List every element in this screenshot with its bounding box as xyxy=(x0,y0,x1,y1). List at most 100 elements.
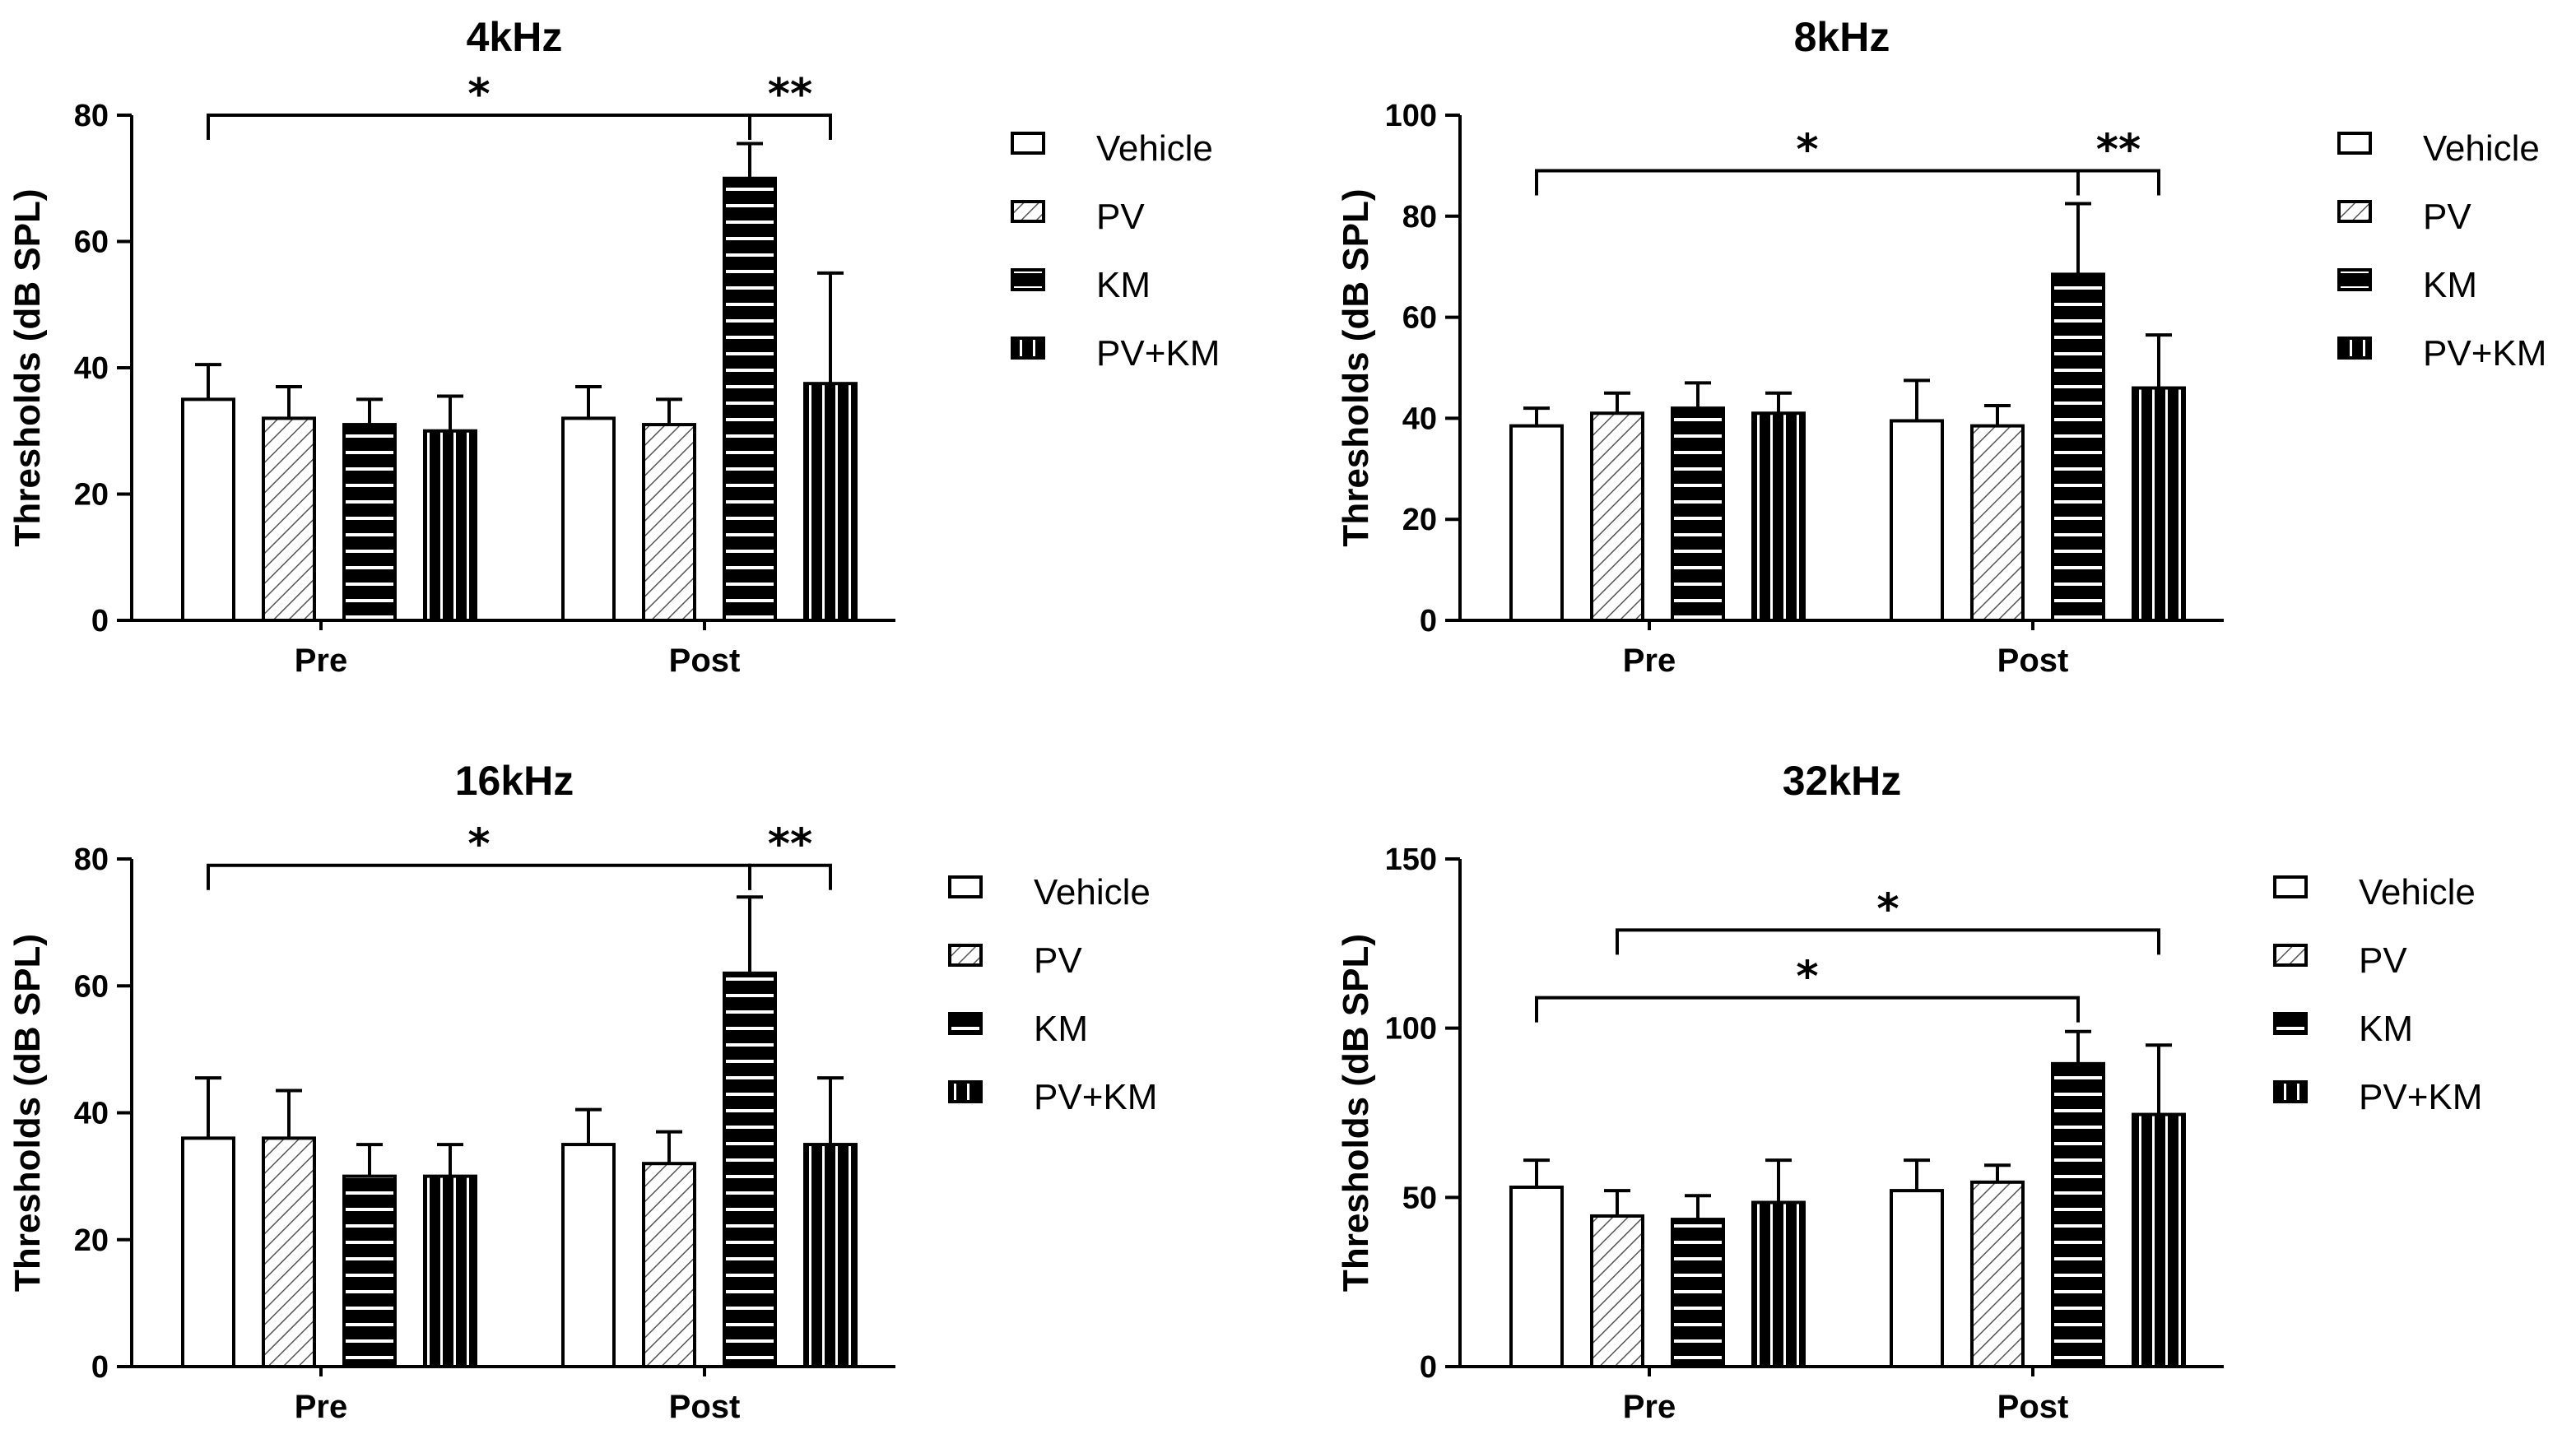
y-tick-label: 0 xyxy=(1420,604,1437,638)
bar-vehicle-post xyxy=(561,416,616,622)
bar-km-pre xyxy=(342,423,397,623)
legend-label-pv: PV xyxy=(2359,940,2407,981)
bar-km-pre xyxy=(1671,406,1725,622)
significance-label: * xyxy=(1796,126,1818,175)
legend-swatch xyxy=(2273,944,2308,967)
y-axis-label: Thresholds (dB SPL) xyxy=(1336,188,1376,546)
legend-swatch xyxy=(948,1012,983,1035)
legend-label-pv-km: PV+KM xyxy=(2423,333,2546,374)
bar-km-post xyxy=(2051,272,2105,622)
bar-pv-post xyxy=(1970,424,2025,622)
y-tick-label: 0 xyxy=(91,1350,109,1385)
x-tick-label-pre: Pre xyxy=(295,643,348,679)
legend-label-vehicle: Vehicle xyxy=(1034,872,1151,912)
legend-swatch xyxy=(1011,268,1045,291)
chart-panel-16khz: 16kHz Thresholds (dB SPL) 0 20 40 60 80 Pre Post… xyxy=(7,758,1157,1425)
y-tick-label: 20 xyxy=(74,478,109,513)
bar-pv-km-pre xyxy=(423,429,477,622)
y-tick-label: 0 xyxy=(91,604,109,638)
y-tick-label: 20 xyxy=(1402,503,1437,537)
legend-swatch xyxy=(2337,337,2372,360)
legend-swatch xyxy=(1011,337,1045,360)
bar-pv-km-pre xyxy=(423,1174,477,1368)
legend-label-pv-km: PV+KM xyxy=(2359,1077,2482,1117)
legend-swatch xyxy=(2337,132,2372,155)
legend-swatch xyxy=(2273,875,2308,898)
significance-bracket xyxy=(1616,928,2160,955)
y-tick-label: 80 xyxy=(1402,200,1437,234)
significance-label: * xyxy=(467,820,490,870)
significance-bracket xyxy=(1535,996,2080,1023)
chart-panel-32khz: 32kHz Thresholds (dB SPL) 0 50 100 150 Pre Post… xyxy=(1336,758,2482,1425)
significance-label: ** xyxy=(768,70,812,119)
legend-label-pv: PV xyxy=(2423,197,2471,237)
y-tick-label: 20 xyxy=(74,1223,109,1258)
significance-label: * xyxy=(1796,953,1818,1002)
bar-pv-post xyxy=(1970,1180,2025,1369)
y-tick-label: 60 xyxy=(74,225,109,260)
chart-title: 8kHz xyxy=(1794,14,1890,60)
y-tick-label: 80 xyxy=(74,99,109,133)
y-tick-label: 40 xyxy=(74,351,109,386)
legend-label-pv-km: PV+KM xyxy=(1034,1077,1157,1117)
legend-swatch xyxy=(948,944,983,967)
legend-label-pv: PV xyxy=(1096,197,1145,237)
bar-pv-km-pre xyxy=(1751,411,1806,623)
legend-swatch xyxy=(1011,132,1045,155)
chart-title: 4kHz xyxy=(467,14,563,60)
legend-swatch xyxy=(948,875,983,898)
bar-km-pre xyxy=(1671,1218,1725,1368)
significance-label: * xyxy=(1876,884,1899,934)
legend-label-vehicle: Vehicle xyxy=(2423,128,2540,169)
bar-pv-km-post xyxy=(2132,386,2186,622)
y-axis-label: Thresholds (dB SPL) xyxy=(1336,934,1376,1292)
significance-bracket xyxy=(748,863,832,890)
bar-pv-km-post xyxy=(803,382,858,622)
legend-label-pv: PV xyxy=(1034,940,1082,981)
bar-km-post xyxy=(723,971,777,1368)
x-tick-label-pre: Pre xyxy=(1623,1389,1676,1425)
y-tick-label: 40 xyxy=(1402,402,1437,436)
legend-label-km: KM xyxy=(2423,265,2477,305)
chart-panel-8khz: 8kHz Thresholds (dB SPL) 0 20 40 60 80 100 Pre Po… xyxy=(1336,14,2546,679)
y-tick-label: 80 xyxy=(74,843,109,877)
x-tick-label-post: Post xyxy=(669,1389,741,1425)
bar-vehicle-post xyxy=(561,1143,616,1368)
x-tick-label-pre: Pre xyxy=(295,1389,348,1425)
legend-swatch xyxy=(2337,200,2372,223)
bar-pv-pre xyxy=(1590,1214,1644,1368)
y-tick-label: 0 xyxy=(1420,1350,1437,1385)
legend-label-pv-km: PV+KM xyxy=(1096,333,1220,374)
legend-swatch xyxy=(2337,268,2372,291)
bar-vehicle-pre xyxy=(1509,424,1564,622)
bar-pv-pre xyxy=(262,416,316,622)
bar-pv-post xyxy=(642,423,696,623)
chart-title: 16kHz xyxy=(455,758,574,804)
y-tick-label: 100 xyxy=(1385,99,1437,133)
legend-label-vehicle: Vehicle xyxy=(2359,872,2476,912)
y-tick-label: 40 xyxy=(74,1097,109,1131)
legend-swatch xyxy=(1011,200,1045,223)
y-axis-label: Thresholds (dB SPL) xyxy=(7,188,48,546)
bar-km-post xyxy=(723,176,777,622)
y-tick-label: 50 xyxy=(1402,1181,1437,1215)
y-tick-label: 150 xyxy=(1385,843,1437,877)
bar-pv-post xyxy=(642,1162,696,1368)
significance-label: ** xyxy=(768,820,812,870)
legend-swatch xyxy=(948,1080,983,1103)
legend-label-km: KM xyxy=(2359,1009,2413,1049)
y-tick-label: 100 xyxy=(1385,1012,1437,1047)
bar-vehicle-pre xyxy=(1509,1185,1564,1368)
x-tick-label-pre: Pre xyxy=(1623,643,1676,679)
y-tick-label: 60 xyxy=(74,969,109,1004)
bar-vehicle-post xyxy=(1890,419,1944,622)
bar-pv-km-post xyxy=(803,1143,858,1368)
significance-label: ** xyxy=(2096,126,2141,175)
y-tick-label: 60 xyxy=(1402,301,1437,336)
chart-panel-4khz: 4kHz Thresholds (dB SPL) 0 20 40 60 80 Pre Post *… xyxy=(7,14,1220,679)
bar-vehicle-post xyxy=(1890,1189,1944,1369)
x-tick-label-post: Post xyxy=(1997,1389,2069,1425)
significance-bracket xyxy=(748,114,832,140)
bar-vehicle-pre xyxy=(181,397,235,622)
